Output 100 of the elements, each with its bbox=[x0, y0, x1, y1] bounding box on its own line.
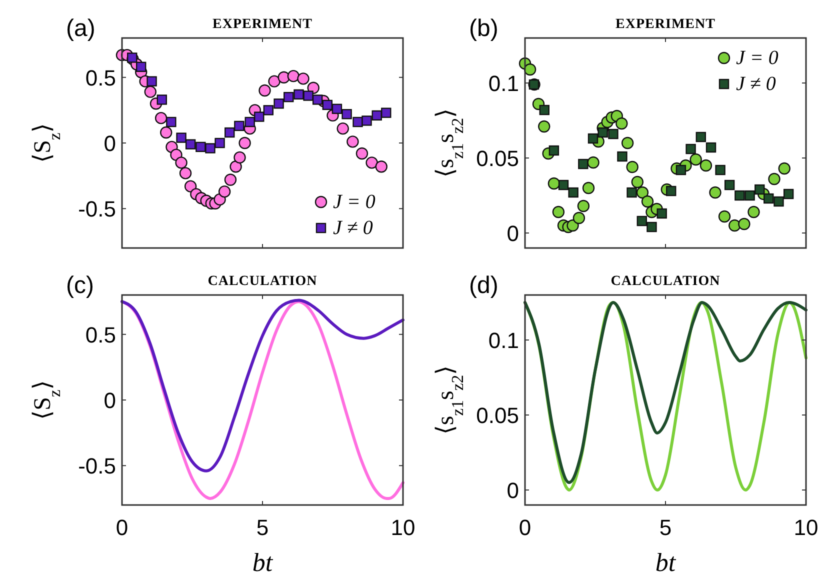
point bbox=[548, 145, 560, 156]
point bbox=[621, 136, 634, 150]
point bbox=[718, 210, 731, 223]
point bbox=[381, 108, 392, 118]
point bbox=[631, 176, 644, 188]
point bbox=[234, 120, 244, 132]
point bbox=[774, 196, 784, 207]
point bbox=[230, 160, 242, 173]
text: (a) bbox=[66, 15, 96, 42]
x-tick-label: 5 bbox=[659, 515, 672, 540]
point bbox=[263, 105, 274, 116]
point bbox=[372, 110, 382, 121]
point bbox=[175, 156, 188, 169]
point bbox=[709, 186, 722, 199]
point bbox=[214, 138, 225, 148]
point bbox=[700, 159, 712, 172]
point bbox=[287, 70, 300, 82]
y-tick-label: -0.5 bbox=[78, 196, 116, 222]
point bbox=[366, 156, 378, 169]
point bbox=[179, 167, 192, 180]
point bbox=[375, 160, 388, 173]
point bbox=[686, 144, 696, 154]
y-tick-label: 0.5 bbox=[85, 65, 116, 90]
point bbox=[715, 164, 726, 176]
point bbox=[582, 182, 595, 194]
point bbox=[616, 117, 628, 130]
point bbox=[768, 172, 780, 186]
point bbox=[342, 109, 352, 120]
point bbox=[676, 164, 686, 176]
x-axis-title: bt bbox=[252, 548, 274, 577]
point bbox=[336, 122, 349, 135]
chart-title: EXPERIMENT bbox=[212, 17, 313, 32]
point bbox=[218, 185, 231, 198]
point bbox=[184, 180, 197, 192]
y-tick-label: 0 bbox=[506, 221, 519, 246]
point bbox=[166, 116, 176, 128]
point bbox=[577, 200, 590, 212]
point bbox=[144, 86, 156, 98]
point bbox=[284, 92, 294, 102]
point bbox=[656, 208, 667, 219]
point bbox=[254, 112, 264, 122]
point bbox=[706, 142, 716, 153]
point bbox=[724, 180, 735, 190]
y-tick-label: 0.1 bbox=[488, 328, 519, 353]
point bbox=[783, 188, 794, 200]
point bbox=[303, 90, 314, 101]
point bbox=[754, 184, 765, 195]
point bbox=[224, 174, 237, 186]
point bbox=[274, 98, 284, 109]
legend-label: J ≠ 0 bbox=[333, 217, 373, 239]
point bbox=[558, 180, 569, 190]
point bbox=[598, 127, 608, 138]
point bbox=[734, 190, 745, 201]
point bbox=[312, 94, 323, 105]
y-tick-label: -0.5 bbox=[78, 454, 116, 479]
point bbox=[244, 116, 255, 128]
point bbox=[539, 104, 550, 116]
point bbox=[764, 193, 774, 204]
point bbox=[362, 116, 372, 126]
point bbox=[587, 156, 600, 169]
y-tick-label: 0.1 bbox=[488, 71, 519, 96]
point bbox=[626, 160, 638, 174]
point bbox=[196, 142, 206, 152]
point bbox=[566, 219, 579, 232]
point bbox=[738, 218, 750, 230]
point bbox=[160, 126, 172, 139]
point bbox=[185, 139, 196, 150]
y-tick-label: 0 bbox=[104, 388, 116, 413]
point bbox=[205, 143, 216, 154]
point bbox=[127, 52, 138, 63]
point bbox=[268, 75, 280, 88]
chart-title: CALCULATION bbox=[610, 274, 720, 289]
point bbox=[690, 153, 702, 166]
point bbox=[636, 216, 647, 226]
point bbox=[332, 104, 342, 114]
point bbox=[154, 112, 168, 124]
point bbox=[636, 186, 649, 199]
point bbox=[548, 177, 560, 190]
point bbox=[572, 212, 586, 224]
point bbox=[578, 158, 588, 170]
point bbox=[156, 94, 167, 105]
point bbox=[778, 162, 790, 175]
text: (b) bbox=[469, 15, 498, 42]
legend-label: J = 0 bbox=[736, 47, 778, 69]
point bbox=[552, 206, 565, 218]
point bbox=[666, 186, 676, 196]
point bbox=[234, 151, 246, 164]
point bbox=[176, 132, 186, 143]
point bbox=[356, 147, 368, 160]
point bbox=[617, 151, 628, 162]
point bbox=[608, 128, 618, 140]
point bbox=[322, 100, 333, 110]
point bbox=[744, 190, 755, 201]
point bbox=[568, 187, 578, 198]
point bbox=[224, 127, 235, 138]
x-tick-label: 5 bbox=[256, 515, 269, 540]
point bbox=[146, 76, 157, 86]
point bbox=[538, 120, 550, 133]
text: (c) bbox=[66, 272, 94, 299]
text: (d) bbox=[469, 272, 498, 299]
